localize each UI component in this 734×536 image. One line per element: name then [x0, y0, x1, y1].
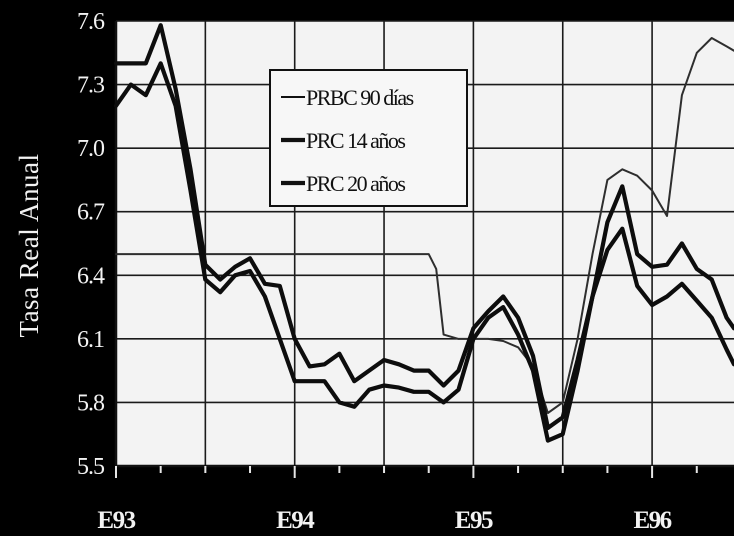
series-line-3	[113, 61, 734, 443]
y-tick-label: 6.4	[77, 263, 105, 289]
x-tick-label: E96	[634, 507, 672, 534]
series-line-1	[115, 37, 734, 414]
y-tick-label: 7.0	[77, 136, 105, 162]
legend-label: PRBC 90 días	[306, 85, 414, 110]
y-tick-label: 7.3	[77, 73, 105, 99]
series-group	[113, 23, 734, 443]
legend-label: PRC 20 años	[306, 171, 405, 196]
y-tick-label: 6.7	[77, 200, 105, 226]
y-tick-label: 5.8	[77, 390, 105, 416]
y-tick-label: 5.5	[77, 454, 105, 480]
y-tick-label: 7.6	[77, 9, 105, 35]
axes: 7.6 7.3 7.0 6.7 6.4 6.1 5.8 5.5 E93 E94 E95 E96	[77, 9, 734, 534]
x-tick-label: E95	[455, 507, 493, 534]
series-line-2	[113, 23, 734, 430]
legend-label: PRC 14 años	[306, 128, 405, 153]
x-tick-label: E93	[97, 507, 135, 534]
x-tick-label: E94	[276, 507, 315, 534]
y-tick-label: 6.1	[77, 327, 104, 353]
legend: PRBC 90 días PRC 14 años PRC 20 años	[269, 69, 468, 207]
y-axis-title: Tasa Real Anual	[14, 153, 44, 337]
